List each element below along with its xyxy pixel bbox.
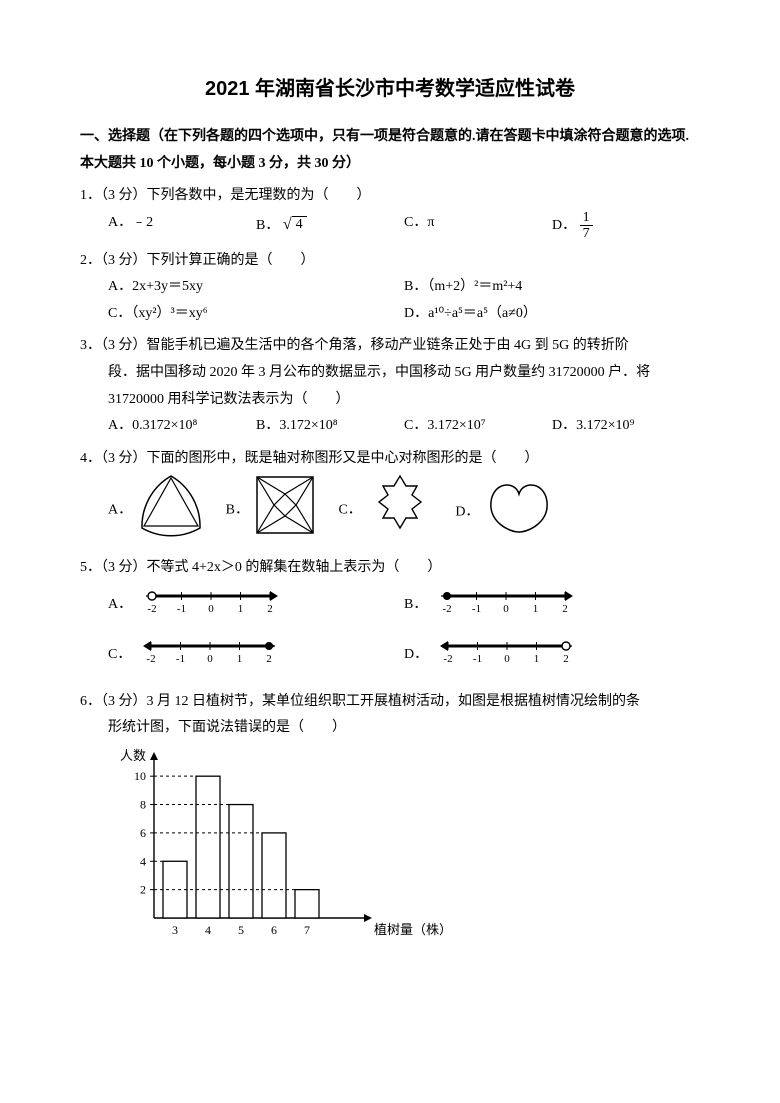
q1-opt-b: B． √4: [256, 210, 404, 242]
q5-opt-c: C． -2 -1 0 1 2: [108, 632, 404, 679]
q4-stem: 4．（3 分）下面的图形中，既是轴对称图形又是中心对称图形的是（ ）: [80, 446, 700, 473]
q1-b-prefix: B．: [256, 218, 279, 233]
q3-opt-d: D．3.172×10⁹: [552, 413, 700, 440]
q2-opt-b: B．（m+2）²＝m²+4: [404, 274, 700, 301]
q4-opt-b: B．: [226, 472, 319, 549]
q1-opt-a: A．﹣2: [108, 210, 256, 242]
q4-opt-a: A．: [108, 472, 206, 549]
svg-text:2: 2: [267, 653, 273, 665]
number-line-icon: -2 -1 0 1 2: [137, 632, 287, 679]
svg-text:人数: 人数: [120, 748, 146, 763]
heart-blob-icon: [483, 476, 555, 549]
q2-opt-a: A．2x+3y＝5xy: [108, 274, 404, 301]
svg-text:2: 2: [267, 603, 273, 615]
svg-text:2: 2: [140, 883, 146, 897]
q3-stem-2: 段．据中国移动 2020 年 3 月公布的数据显示，中国移动 5G 用户数量约 …: [80, 360, 700, 387]
q4-c-label: C．: [338, 503, 361, 518]
svg-text:植树量（株）: 植树量（株）: [374, 922, 452, 937]
q6-stem-2: 形统计图，下面说法错误的是（ ）: [80, 715, 700, 742]
svg-text:5: 5: [238, 923, 244, 937]
q4-b-label: B．: [226, 503, 249, 518]
q2-opt-c: C．（xy²）³＝xy⁶: [108, 301, 404, 328]
svg-text:-2: -2: [443, 603, 452, 615]
question-3: 3．（3 分）智能手机已遍及生活中的各个角落，移动产业链条正处于由 4G 到 5…: [80, 333, 700, 439]
q3-stem-3: 31720000 用科学记数法表示为（ ）: [80, 387, 700, 414]
q1-d-den: 7: [580, 226, 593, 241]
svg-text:1: 1: [534, 653, 540, 665]
question-2: 2．（3 分）下列计算正确的是（ ） A．2x+3y＝5xy B．（m+2）²＝…: [80, 248, 700, 328]
q1-d-num: 1: [580, 210, 593, 226]
q1-opt-d: D． 17: [552, 210, 700, 242]
q5-opt-a-label: A．: [108, 592, 132, 619]
number-line-icon: -2 -1 0 1 2: [434, 632, 584, 679]
svg-text:4: 4: [205, 923, 211, 937]
q5-stem: 5．（3 分）不等式 4+2x＞0 的解集在数轴上表示为（ ）: [80, 555, 700, 582]
q5-opt-d-label: D．: [404, 642, 428, 669]
svg-text:4: 4: [140, 854, 146, 868]
number-line-icon: -2 -1 0 1 2: [433, 582, 583, 629]
svg-text:1: 1: [533, 603, 539, 615]
question-6: 6．（3 分）3 月 12 日植树节，某单位组织职工开展植树活动，如图是根据植树…: [80, 689, 700, 959]
svg-text:-1: -1: [176, 653, 185, 665]
q4-opt-d: D．: [455, 476, 555, 549]
svg-text:-1: -1: [473, 653, 482, 665]
svg-text:1: 1: [237, 653, 243, 665]
q5-opt-c-label: C．: [108, 642, 131, 669]
svg-text:6: 6: [271, 923, 277, 937]
svg-text:3: 3: [172, 923, 178, 937]
q4-a-label: A．: [108, 503, 132, 518]
svg-text:0: 0: [504, 653, 510, 665]
svg-text:7: 7: [304, 923, 310, 937]
bar-chart: 人数 2 4 6 8 10 3 4 5 6 7 植树量（株）: [80, 748, 700, 959]
q3-opt-a: A．0.3172×10⁸: [108, 413, 256, 440]
q3-stem-1: 3．（3 分）智能手机已遍及生活中的各个角落，移动产业链条正处于由 4G 到 5…: [80, 333, 700, 360]
koch-snowflake-icon: [365, 472, 435, 549]
q1-opt-c: C．π: [404, 210, 552, 242]
section-heading: 一、选择题（在下列各题的四个选项中，只有一项是符合题意的.请在答题卡中填涂符合题…: [80, 124, 700, 177]
number-line-icon: -2 -1 0 1 2: [138, 582, 288, 629]
question-4: 4．（3 分）下面的图形中，既是轴对称图形又是中心对称图形的是（ ） A． B．: [80, 446, 700, 549]
svg-text:-1: -1: [472, 603, 481, 615]
svg-text:1: 1: [238, 603, 244, 615]
question-5: 5．（3 分）不等式 4+2x＞0 的解集在数轴上表示为（ ） A． -2 -1 0 1…: [80, 555, 700, 683]
question-1: 1．（3 分）下列各数中，是无理数的为（ ） A．﹣2 B． √4 C．π D．…: [80, 183, 700, 241]
svg-text:6: 6: [140, 826, 146, 840]
q5-opt-b: B． -2 -1 0 1 2: [404, 582, 700, 629]
svg-text:-2: -2: [148, 603, 157, 615]
q4-opt-c: C．: [338, 472, 435, 549]
svg-text:0: 0: [208, 653, 214, 665]
q5-opt-a: A． -2 -1 0 1 2: [108, 582, 404, 629]
q3-opt-b: B．3.172×10⁸: [256, 413, 404, 440]
pinwheel-square-icon: [252, 472, 318, 549]
reuleaux-triangle-icon: [136, 472, 206, 549]
svg-text:10: 10: [134, 769, 146, 783]
page-title: 2021 年湖南省长沙市中考数学适应性试卷: [80, 70, 700, 108]
svg-text:8: 8: [140, 797, 146, 811]
svg-text:0: 0: [208, 603, 214, 615]
q2-stem: 2．（3 分）下列计算正确的是（ ）: [80, 248, 700, 275]
q3-opt-c: C．3.172×10⁷: [404, 413, 552, 440]
q1-b-radicand: 4: [292, 216, 307, 234]
q5-opt-b-label: B．: [404, 592, 427, 619]
svg-text:-2: -2: [444, 653, 453, 665]
q1-d-prefix: D．: [552, 218, 576, 233]
q5-opt-d: D． -2 -1 0 1 2: [404, 632, 700, 679]
svg-text:-2: -2: [147, 653, 156, 665]
svg-text:2: 2: [563, 653, 569, 665]
q1-stem: 1．（3 分）下列各数中，是无理数的为（ ）: [80, 183, 700, 210]
q4-d-label: D．: [455, 505, 479, 520]
svg-text:0: 0: [504, 603, 510, 615]
q2-opt-d: D．a¹⁰÷a⁵＝a⁵（a≠0）: [404, 301, 700, 328]
q6-stem-1: 6．（3 分）3 月 12 日植树节，某单位组织职工开展植树活动，如图是根据植树…: [80, 689, 700, 716]
svg-text:2: 2: [563, 603, 569, 615]
svg-text:-1: -1: [177, 603, 186, 615]
